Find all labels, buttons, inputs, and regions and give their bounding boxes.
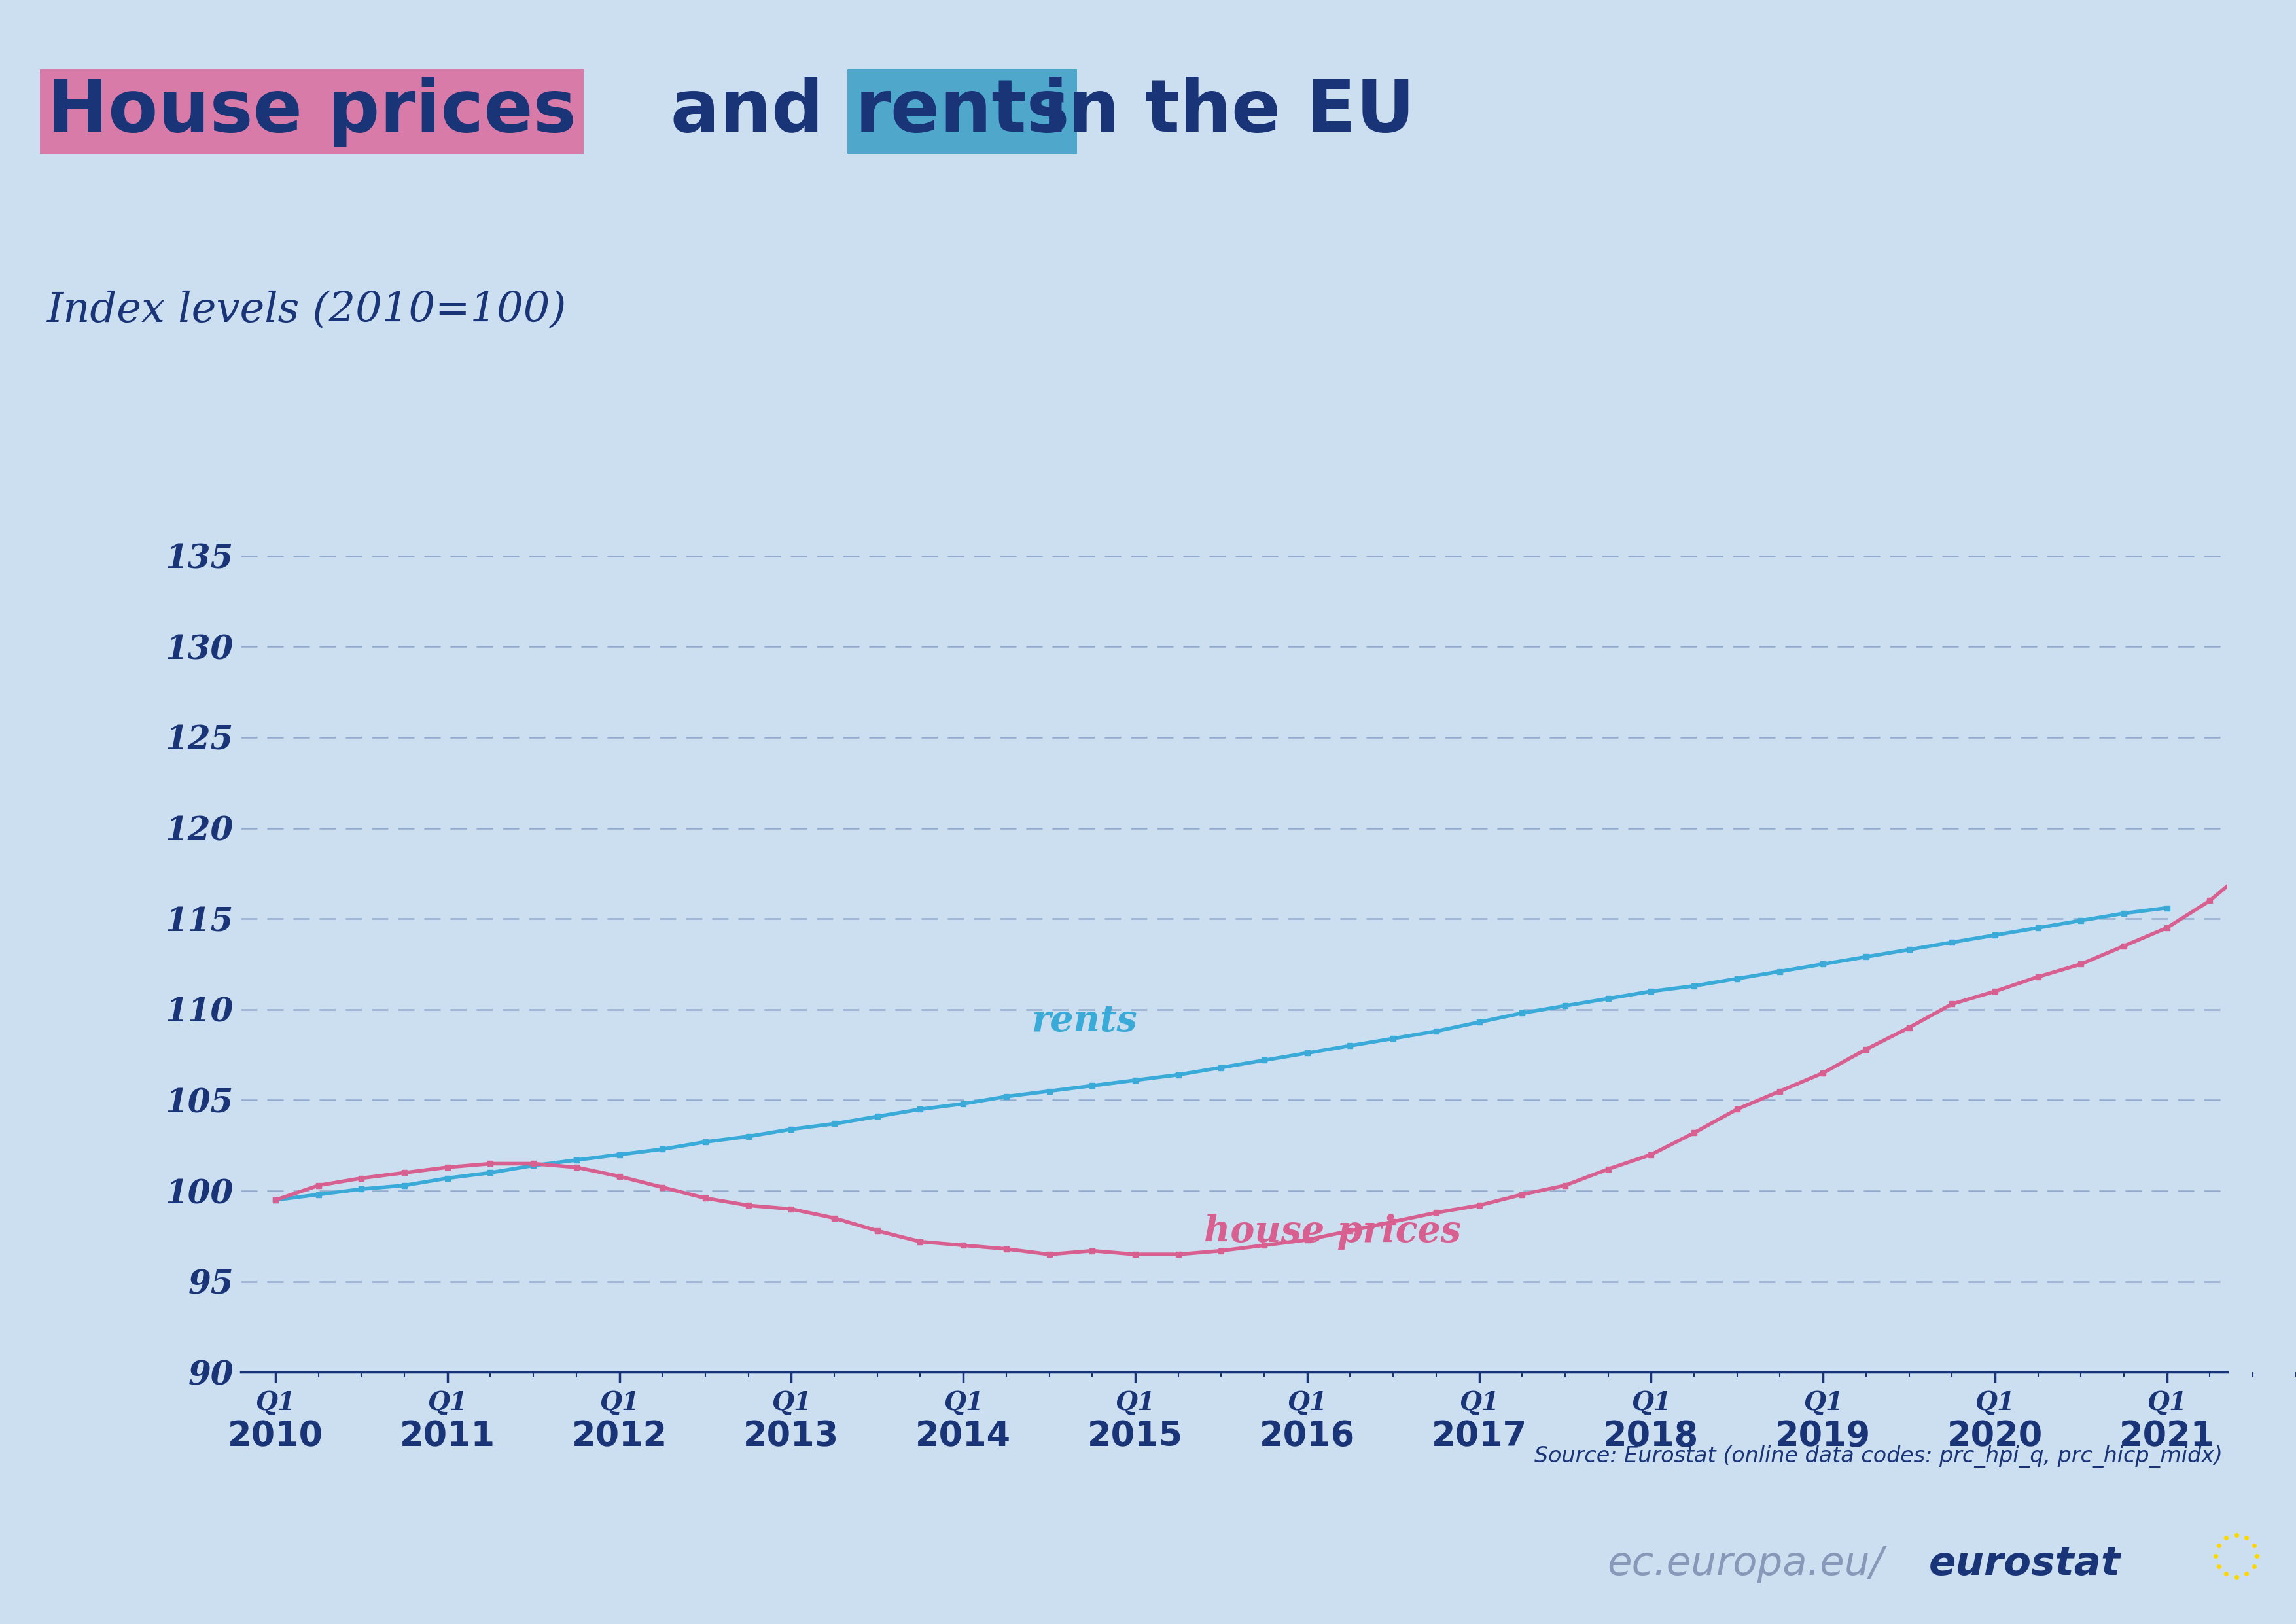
Text: rents: rents <box>1033 1004 1139 1039</box>
Text: House prices: House prices <box>46 76 576 146</box>
Text: Q1: Q1 <box>2147 1390 2186 1415</box>
Text: Q1: Q1 <box>1630 1390 1671 1415</box>
Text: eurostat: eurostat <box>1929 1544 2122 1583</box>
Text: Q1: Q1 <box>1975 1390 2016 1415</box>
Text: Q1: Q1 <box>255 1390 296 1415</box>
Text: ec.europa.eu/: ec.europa.eu/ <box>1607 1544 1883 1583</box>
Text: 2021: 2021 <box>2119 1419 2216 1453</box>
Text: Source: Eurostat (online data codes: prc_hpi_q, prc_hicp_midx): Source: Eurostat (online data codes: prc… <box>1534 1445 2223 1468</box>
Text: Q1: Q1 <box>1288 1390 1327 1415</box>
Text: Q1: Q1 <box>599 1390 638 1415</box>
Text: and: and <box>645 76 850 146</box>
Text: Q1: Q1 <box>427 1390 468 1415</box>
Text: in the EU: in the EU <box>1017 76 1414 146</box>
Text: Q1: Q1 <box>1116 1390 1155 1415</box>
Text: Index levels (2010=100): Index levels (2010=100) <box>46 291 567 331</box>
Text: Q1: Q1 <box>771 1390 810 1415</box>
Text: 2018: 2018 <box>1603 1419 1699 1453</box>
Text: Q1: Q1 <box>1802 1390 1844 1415</box>
Text: 2010: 2010 <box>227 1419 324 1453</box>
Text: 2020: 2020 <box>1947 1419 2043 1453</box>
Text: 2012: 2012 <box>572 1419 668 1453</box>
Text: 2013: 2013 <box>744 1419 838 1453</box>
Text: Q1: Q1 <box>944 1390 983 1415</box>
Text: 2011: 2011 <box>400 1419 496 1453</box>
Text: 2014: 2014 <box>916 1419 1010 1453</box>
Text: rents: rents <box>854 76 1070 146</box>
Text: 2019: 2019 <box>1775 1419 1871 1453</box>
Text: 2015: 2015 <box>1088 1419 1182 1453</box>
Text: house prices: house prices <box>1203 1213 1460 1249</box>
Text: 2017: 2017 <box>1430 1419 1527 1453</box>
Text: Q1: Q1 <box>1460 1390 1499 1415</box>
Text: 2016: 2016 <box>1258 1419 1355 1453</box>
